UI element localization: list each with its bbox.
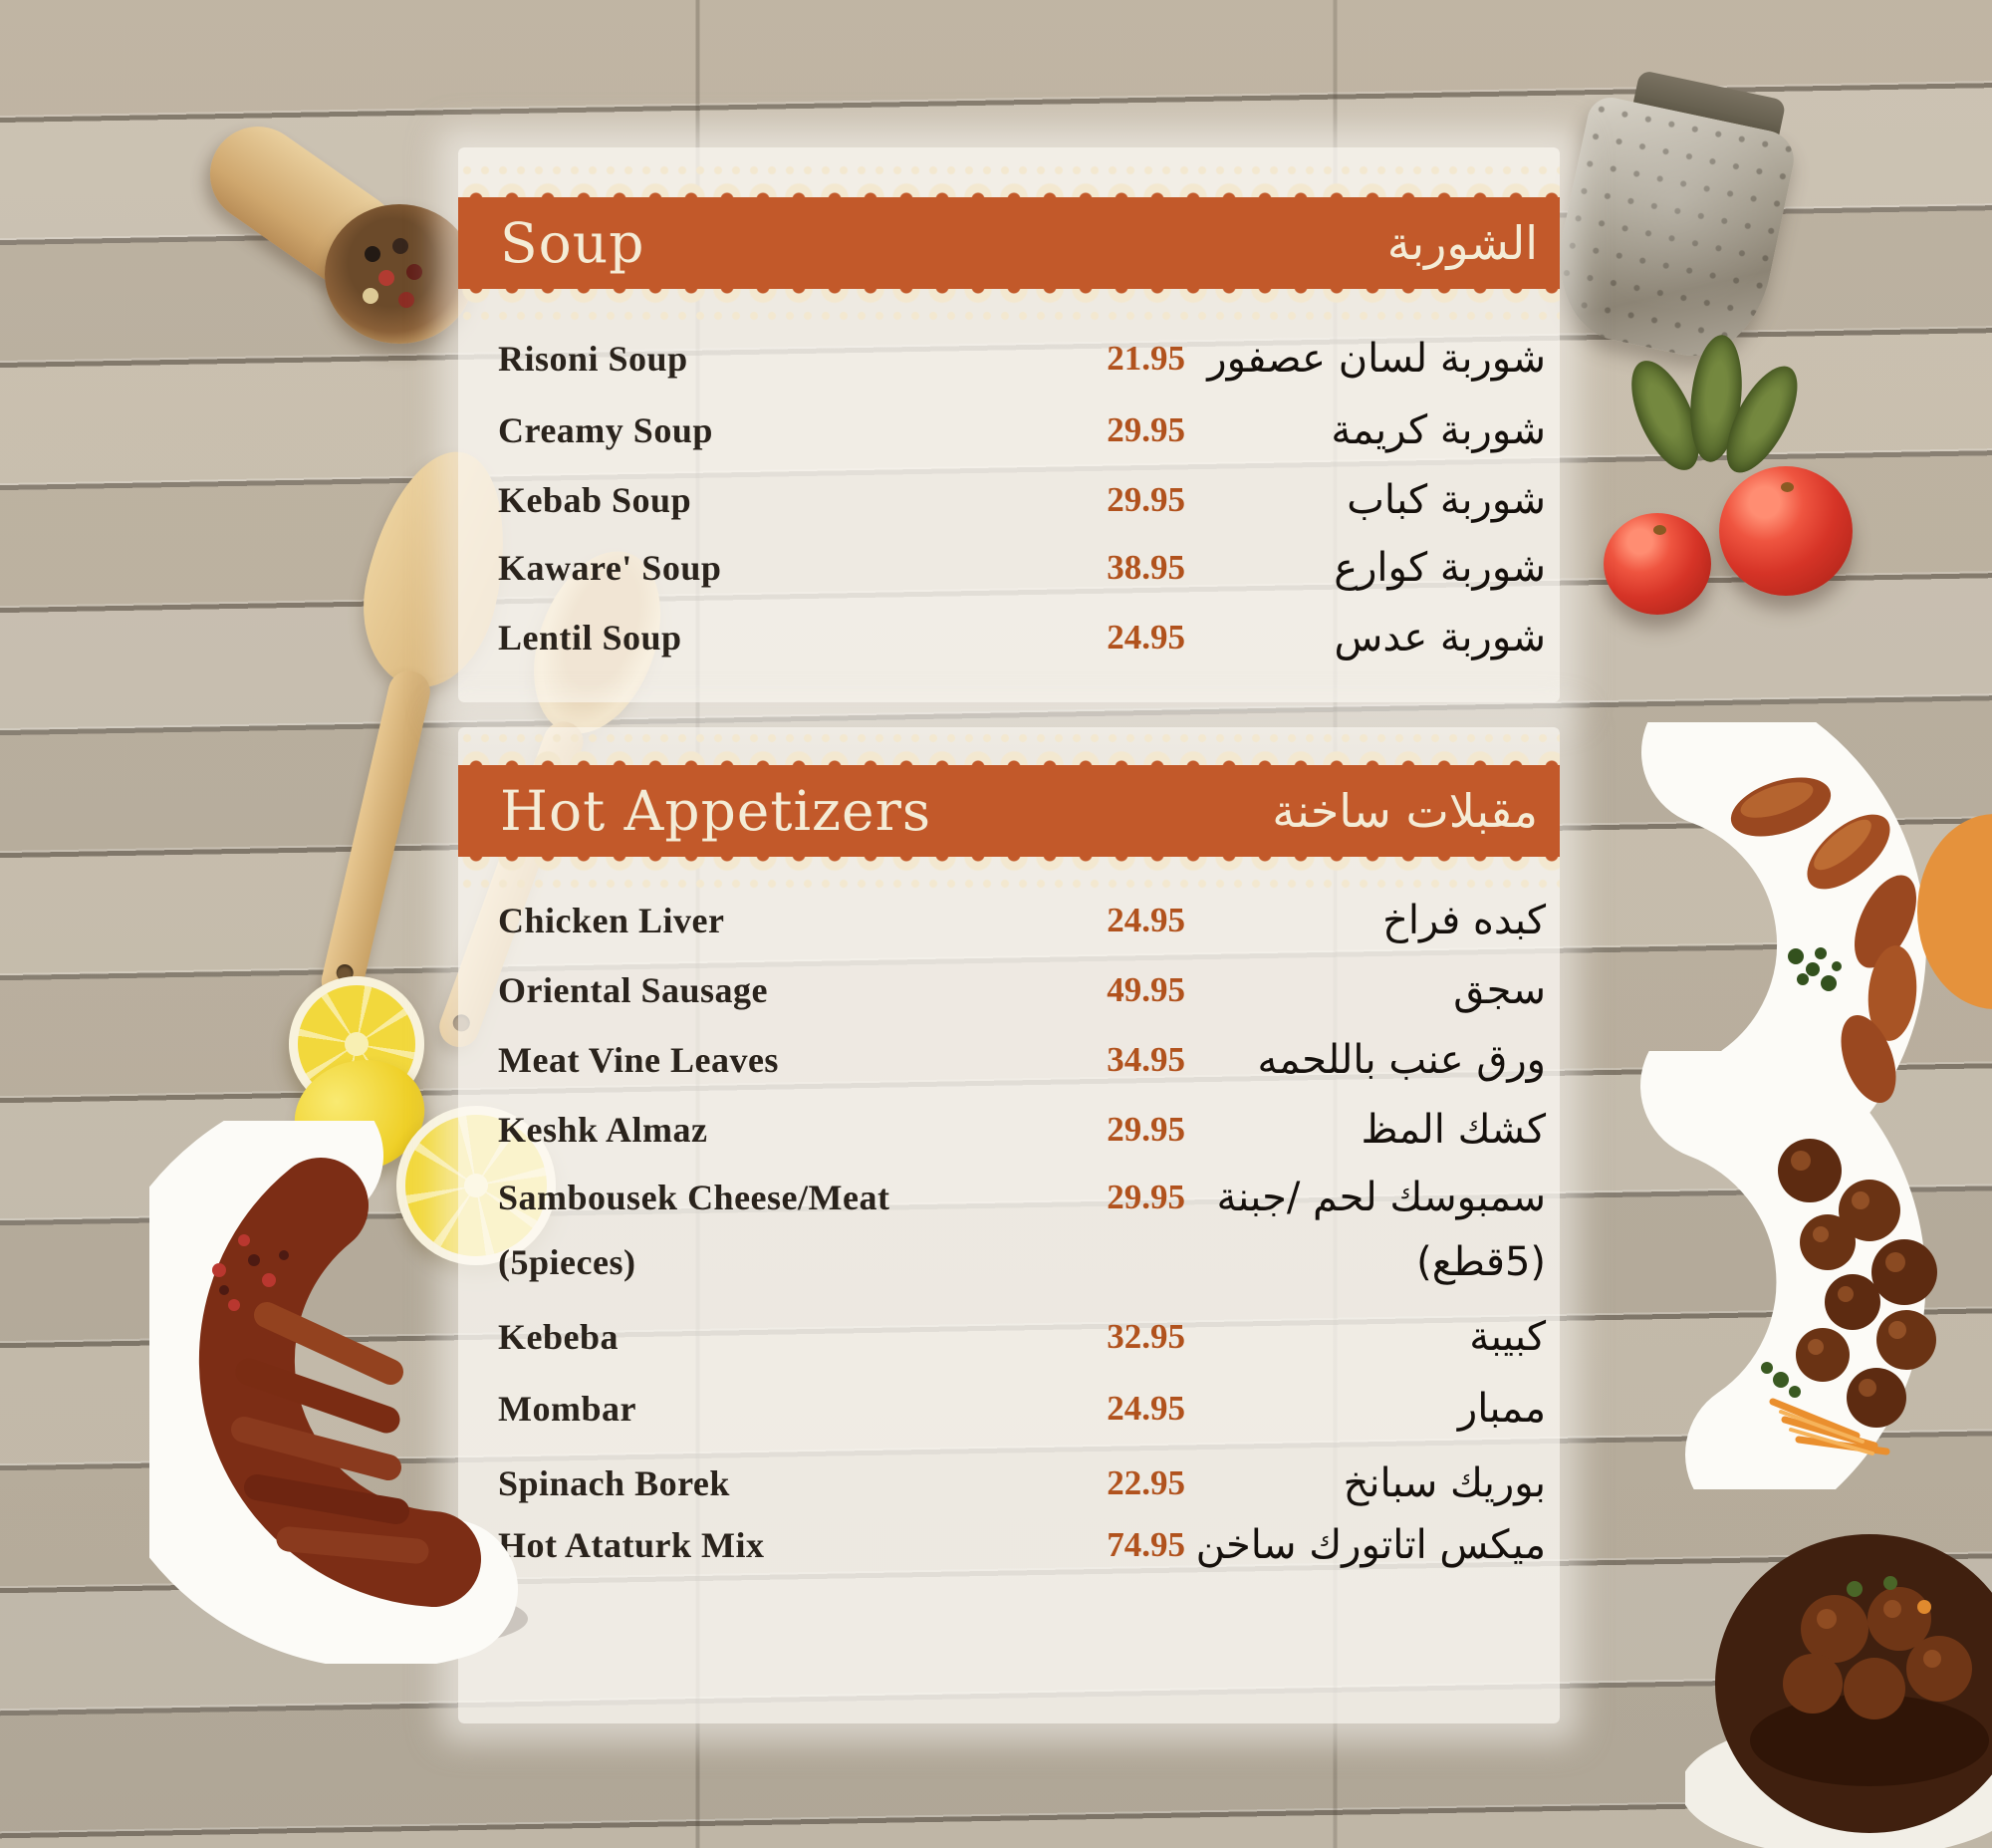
item-name-en: Keshk Almaz bbox=[498, 1110, 708, 1150]
item-name-ar: شوربة لسان عصفور bbox=[1207, 336, 1546, 382]
lace-border-icon bbox=[458, 731, 1560, 765]
item-name-en: Lentil Soup bbox=[498, 618, 682, 658]
item-name-en: Chicken Liver bbox=[498, 901, 725, 940]
item-price: 29.95 bbox=[1107, 1178, 1185, 1216]
item-price: 32.95 bbox=[1107, 1317, 1185, 1356]
metal-grater-photo bbox=[1542, 69, 1801, 370]
section-title-en: Soup bbox=[500, 211, 645, 275]
item-name-ar: شوربة كباب bbox=[1347, 477, 1546, 523]
sausage-crescent-dish-photo bbox=[149, 1121, 528, 1664]
item-name-ar: كبده فراخ bbox=[1382, 898, 1546, 943]
menu-item-row: Mombar 24.95 ممبار bbox=[458, 1373, 1560, 1445]
meat-sauce-bowl-photo bbox=[1685, 1534, 1992, 1848]
item-price: 29.95 bbox=[1107, 1110, 1185, 1149]
item-name-ar: سمبوسك لحم /جبنة bbox=[1216, 1175, 1546, 1220]
tomato-photo bbox=[1604, 513, 1711, 615]
tomato-photo bbox=[1719, 466, 1853, 596]
item-name-en: Creamy Soup bbox=[498, 410, 713, 450]
item-name-ar: شوربة عدس bbox=[1334, 615, 1546, 660]
section-title-ar: مقبلات ساخنة bbox=[1272, 784, 1538, 838]
menu-item-row: Creamy Soup 29.95 شوربة كريمة bbox=[458, 395, 1560, 466]
lace-border-icon bbox=[458, 289, 1560, 323]
item-name-en: Spinach Borek bbox=[498, 1463, 730, 1503]
section-title-en: Hot Appetizers bbox=[500, 779, 932, 843]
menu-item-row: Kebab Soup 29.95 شوربة كباب bbox=[458, 464, 1560, 536]
menu-item-row: (5pieces) (5قطع) bbox=[458, 1226, 1560, 1298]
item-price: 24.95 bbox=[1107, 618, 1185, 657]
section-title-ar: الشوربة bbox=[1386, 216, 1538, 270]
menu-item-row: Kaware' Soup 38.95 شوربة كوارع bbox=[458, 532, 1560, 604]
item-price: 34.95 bbox=[1107, 1040, 1185, 1079]
item-name-ar: (5قطع) bbox=[1416, 1239, 1546, 1285]
item-price: 29.95 bbox=[1107, 480, 1185, 519]
item-price: 24.95 bbox=[1107, 901, 1185, 939]
item-price: 74.95 bbox=[1107, 1525, 1185, 1564]
item-name-en: Kebab Soup bbox=[498, 480, 692, 520]
menu-item-row: Kebeba 32.95 كبيبة bbox=[458, 1301, 1560, 1373]
menu-item-row: Sambousek Cheese/Meat 29.95 سمبوسك لحم /… bbox=[458, 1162, 1560, 1233]
item-name-ar: بوريك سبانخ bbox=[1343, 1460, 1546, 1506]
menu-item-row: Keshk Almaz 29.95 كشك المظ bbox=[458, 1094, 1560, 1166]
menu-item-row: Meat Vine Leaves 34.95 ورق عنب باللحمه bbox=[458, 1024, 1560, 1096]
menu-item-row: Spinach Borek 22.95 بوريك سبانخ bbox=[458, 1448, 1560, 1519]
item-name-ar: كشك المظ bbox=[1361, 1107, 1546, 1153]
item-name-ar: سجق bbox=[1453, 967, 1546, 1013]
item-price: 49.95 bbox=[1107, 970, 1185, 1009]
scoop-opening bbox=[325, 204, 474, 344]
lace-border-icon bbox=[458, 163, 1560, 197]
soup-section-header: Soup الشوربة bbox=[458, 163, 1560, 323]
item-name-en: Kaware' Soup bbox=[498, 548, 722, 588]
item-name-en: Meat Vine Leaves bbox=[498, 1040, 779, 1080]
menu-item-row: Lentil Soup 24.95 شوربة عدس bbox=[458, 602, 1560, 673]
menu-item-row: Risoni Soup 21.95 شوربة لسان عصفور bbox=[458, 323, 1560, 395]
item-name-ar: ورق عنب باللحمه bbox=[1257, 1037, 1546, 1083]
item-name-ar: شوربة كوارع bbox=[1334, 545, 1546, 591]
menu-item-row: Hot Ataturk Mix 74.95 ميكس اتاتورك ساخن bbox=[458, 1509, 1560, 1581]
item-price: 22.95 bbox=[1107, 1463, 1185, 1502]
item-price: 29.95 bbox=[1107, 410, 1185, 449]
item-name-en: Sambousek Cheese/Meat bbox=[498, 1178, 890, 1217]
item-name-en: Mombar bbox=[498, 1389, 636, 1429]
item-name-en: Hot Ataturk Mix bbox=[498, 1525, 765, 1565]
hot-appetizers-section-header: Hot Appetizers مقبلات ساخنة bbox=[458, 731, 1560, 891]
item-name-en: Oriental Sausage bbox=[498, 970, 769, 1010]
item-name-ar: ممبار bbox=[1457, 1386, 1546, 1432]
item-name-en: (5pieces) bbox=[498, 1242, 636, 1282]
item-price: 21.95 bbox=[1107, 339, 1185, 378]
soup-section-panel: Soup الشوربة Risoni Soup 21.95 شوربة لسا… bbox=[458, 147, 1560, 702]
item-name-ar: كبيبة bbox=[1469, 1314, 1546, 1360]
grater-body bbox=[1543, 93, 1800, 370]
item-name-en: Risoni Soup bbox=[498, 339, 688, 379]
wooden-spice-scoop-photo bbox=[191, 105, 486, 349]
item-price: 38.95 bbox=[1107, 548, 1185, 587]
item-name-ar: ميكس اتاتورك ساخن bbox=[1195, 1522, 1546, 1568]
item-price: 24.95 bbox=[1107, 1389, 1185, 1428]
meatball-crescent-plate-photo bbox=[1640, 1051, 1937, 1489]
menu-item-row: Oriental Sausage 49.95 سجق bbox=[458, 954, 1560, 1026]
hot-appetizers-section-panel: Hot Appetizers مقبلات ساخنة Chicken Live… bbox=[458, 727, 1560, 1723]
item-name-ar: شوربة كريمة bbox=[1331, 407, 1546, 453]
item-name-en: Kebeba bbox=[498, 1317, 620, 1357]
menu-item-row: Chicken Liver 24.95 كبده فراخ bbox=[458, 885, 1560, 956]
